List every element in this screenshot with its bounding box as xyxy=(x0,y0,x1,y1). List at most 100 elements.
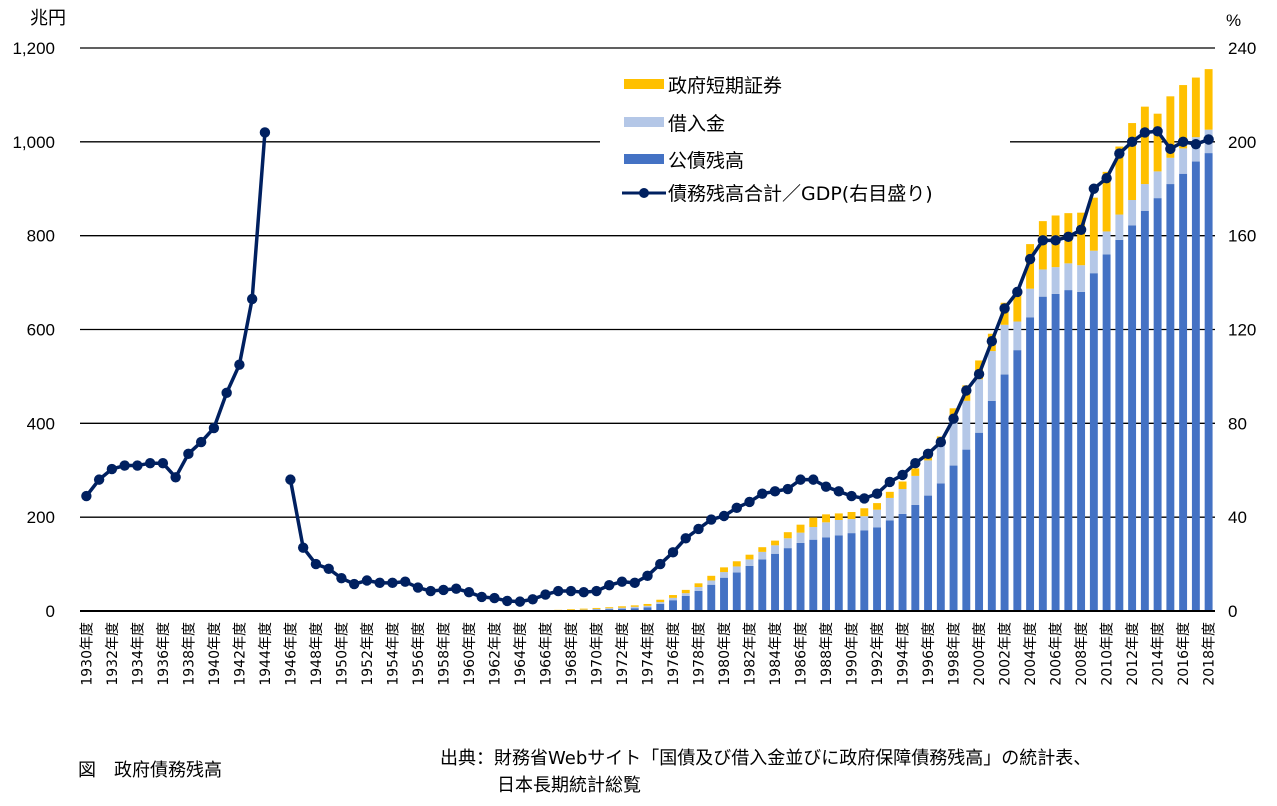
gdp-ratio-point xyxy=(93,474,105,485)
x-tick-label: 1984年度 xyxy=(768,622,784,686)
gdp-ratio-point xyxy=(348,578,360,590)
gdp-ratio-point xyxy=(170,472,181,483)
chart: 0 200 400 600 800 1,000 1,200 0 40 80 120 160 200 24… xyxy=(12,8,1256,686)
bar-segment xyxy=(1102,231,1111,255)
x-tick-label: 1976年度 xyxy=(666,622,682,686)
gdp-ratio-line-segment xyxy=(84,132,267,498)
gdp-ratio-point xyxy=(642,570,653,582)
bar-segment xyxy=(656,603,665,611)
bar-segment xyxy=(860,508,869,517)
bar-segment xyxy=(987,400,996,611)
bar-segment xyxy=(1026,244,1035,289)
gdp-ratio-point xyxy=(361,575,373,586)
gdp-ratio-point xyxy=(297,542,309,553)
bar-segment xyxy=(630,605,639,607)
gdp-ratio-point xyxy=(999,303,1010,314)
left-tick-label: 200 xyxy=(27,508,55,527)
bar-segment xyxy=(771,540,779,546)
gdp-ratio-point xyxy=(846,490,857,502)
bar-segment xyxy=(758,551,767,560)
bar-segment xyxy=(924,495,933,611)
gdp-ratio-point xyxy=(757,488,768,499)
gdp-ratio-point xyxy=(731,502,742,513)
gdp-ratio-point xyxy=(1139,127,1151,138)
bar-segment xyxy=(962,449,971,611)
bar-segment xyxy=(1191,77,1200,138)
gdp-ratio-point xyxy=(1165,143,1176,155)
gdp-ratio-point xyxy=(616,576,628,587)
bar-segment xyxy=(1000,374,1009,611)
gdp-ratio-point xyxy=(1088,183,1100,194)
bar-segment xyxy=(1089,250,1098,274)
bar-segment xyxy=(1153,113,1162,172)
legend-background xyxy=(600,70,1010,220)
x-tick-label: 2018年度 xyxy=(1202,622,1218,686)
bar-segment xyxy=(1140,210,1149,611)
gdp-ratio-point xyxy=(1101,172,1112,184)
x-tick-label: 1930年度 xyxy=(79,622,95,686)
bar-segment xyxy=(783,538,792,549)
gdp-ratio-point xyxy=(1190,138,1202,150)
gdp-ratio-point xyxy=(910,458,921,469)
legend-swatch-public-bonds xyxy=(624,154,664,164)
gdp-ratio-point xyxy=(1177,136,1189,148)
bar-segment xyxy=(847,512,856,520)
bar-segment xyxy=(1013,295,1022,322)
bar-segment xyxy=(643,603,652,606)
gdp-ratio-point xyxy=(884,476,896,488)
gdp-ratio-point xyxy=(961,385,972,396)
bar-segment xyxy=(796,532,805,543)
right-tick-label: 120 xyxy=(1228,321,1256,340)
gdp-ratio-point xyxy=(833,486,844,497)
right-tick-label: 80 xyxy=(1228,414,1247,433)
x-tick-label: 1990年度 xyxy=(845,622,861,686)
bar-segment xyxy=(1064,263,1073,291)
bar-segment xyxy=(618,606,626,608)
source-line-1: 出典：財務省Webサイト「国債及び借入金並びに政府保障債務残高」の統計表、 xyxy=(440,748,1092,769)
x-axis: 1930年度 1932年度 1934年度 1936年度 1938年度 1940年度 1942… xyxy=(79,622,1217,686)
legend-label-public-bonds: 公債残高 xyxy=(668,150,744,172)
gdp-ratio-point xyxy=(157,458,169,469)
bar-segment xyxy=(936,443,945,484)
bar-segment xyxy=(1089,273,1098,611)
bar-segment xyxy=(618,607,626,609)
gdp-ratio-point xyxy=(591,585,602,597)
legend-label-gdp-ratio: 債務残高合計／GDP(右目盛り) xyxy=(668,183,933,205)
x-tick-label: 1966年度 xyxy=(538,622,554,686)
bar-segment xyxy=(975,379,984,433)
left-tick-label: 1,200 xyxy=(12,39,55,58)
bar-segment xyxy=(949,465,958,611)
bar-segment xyxy=(707,584,716,611)
x-tick-label: 1960年度 xyxy=(462,622,478,686)
gdp-ratio-point xyxy=(387,577,398,589)
gdp-ratio-point xyxy=(922,448,934,460)
gdp-ratio-point xyxy=(667,547,679,558)
bar-segment xyxy=(1128,123,1137,201)
bar-segment xyxy=(1115,239,1124,611)
bar-segment xyxy=(771,553,779,611)
x-tick-label: 1948年度 xyxy=(309,622,325,686)
gdp-ratio-point xyxy=(183,448,194,460)
gdp-ratio-point xyxy=(438,584,449,596)
gdp-ratio-point xyxy=(1037,235,1049,246)
source-note: 出典：財務省Webサイト「国債及び借入金並びに政府保障債務残高」の統計表、 日本… xyxy=(440,745,1091,799)
right-tick-label: 240 xyxy=(1228,39,1256,58)
gdp-ratio-point xyxy=(1152,126,1163,137)
gdp-ratio-point xyxy=(655,558,666,570)
bar-segment xyxy=(1077,212,1086,266)
bar-segment xyxy=(656,599,665,603)
bar-segment xyxy=(898,489,907,514)
x-tick-label: 1936年度 xyxy=(156,622,172,686)
gdp-ratio-point xyxy=(718,510,730,522)
gdp-ratio-point xyxy=(808,474,819,485)
bar-segment xyxy=(758,559,767,611)
bar-segment xyxy=(987,351,996,401)
gdp-ratio-point xyxy=(871,488,883,499)
gdp-ratio-point xyxy=(820,481,832,492)
gdp-ratio-point xyxy=(1126,136,1138,148)
x-tick-label: 1974年度 xyxy=(641,622,657,686)
bar-segment xyxy=(783,532,792,539)
gdp-ratio-point xyxy=(144,458,156,469)
source-line-2: 日本長期統計総覧 xyxy=(497,775,641,796)
bar-segment xyxy=(758,547,767,552)
